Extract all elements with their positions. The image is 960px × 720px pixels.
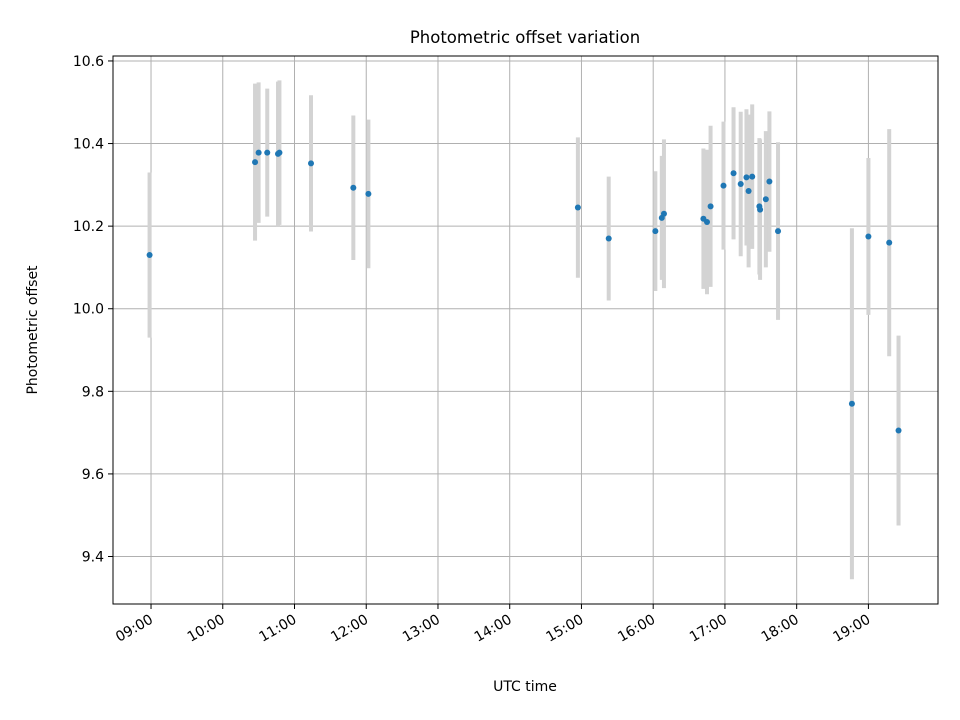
plot-frame <box>112 55 939 605</box>
data-point <box>308 160 314 167</box>
data-point <box>865 233 872 240</box>
y-axis-label: Photometric offset <box>25 265 41 395</box>
data-point <box>146 252 153 259</box>
data-point <box>737 181 744 188</box>
data-point <box>652 228 659 235</box>
data-point <box>252 159 259 166</box>
data-point <box>660 210 667 217</box>
data-point <box>757 206 764 213</box>
y-tick-label: 9.4 <box>82 550 104 566</box>
data-point <box>365 190 372 197</box>
y-tick-label: 10.2 <box>73 219 104 235</box>
y-axis-ticks: 9.4 9.6 9.8 10.0 10.2 10.4 10.6 <box>73 54 113 566</box>
data-point <box>255 149 262 156</box>
y-tick-label: 10.4 <box>73 137 104 153</box>
chart-title: Photometric offset variation <box>410 28 640 47</box>
data-point <box>745 188 752 195</box>
y-tick-label: 9.8 <box>82 384 104 400</box>
data-point <box>886 239 893 246</box>
data-point <box>264 149 271 156</box>
data-point <box>707 203 714 210</box>
y-tick-label: 10.0 <box>73 302 104 318</box>
data-point <box>276 149 283 156</box>
y-tick-label: 10.6 <box>73 54 104 70</box>
data-point <box>895 427 902 434</box>
data-point <box>848 400 855 407</box>
data-points <box>146 149 902 434</box>
data-point <box>762 196 769 203</box>
data-point <box>704 219 710 226</box>
data-point <box>605 235 612 242</box>
data-point <box>775 228 782 235</box>
data-point <box>766 178 773 185</box>
data-point <box>574 204 581 211</box>
data-point <box>350 184 357 191</box>
data-point <box>743 174 750 181</box>
data-point <box>730 170 737 177</box>
grid-lines <box>113 56 938 604</box>
y-tick-label: 9.6 <box>82 467 104 483</box>
data-point <box>749 173 756 180</box>
x-axis-label: UTC time <box>493 679 557 695</box>
data-point <box>720 182 727 189</box>
